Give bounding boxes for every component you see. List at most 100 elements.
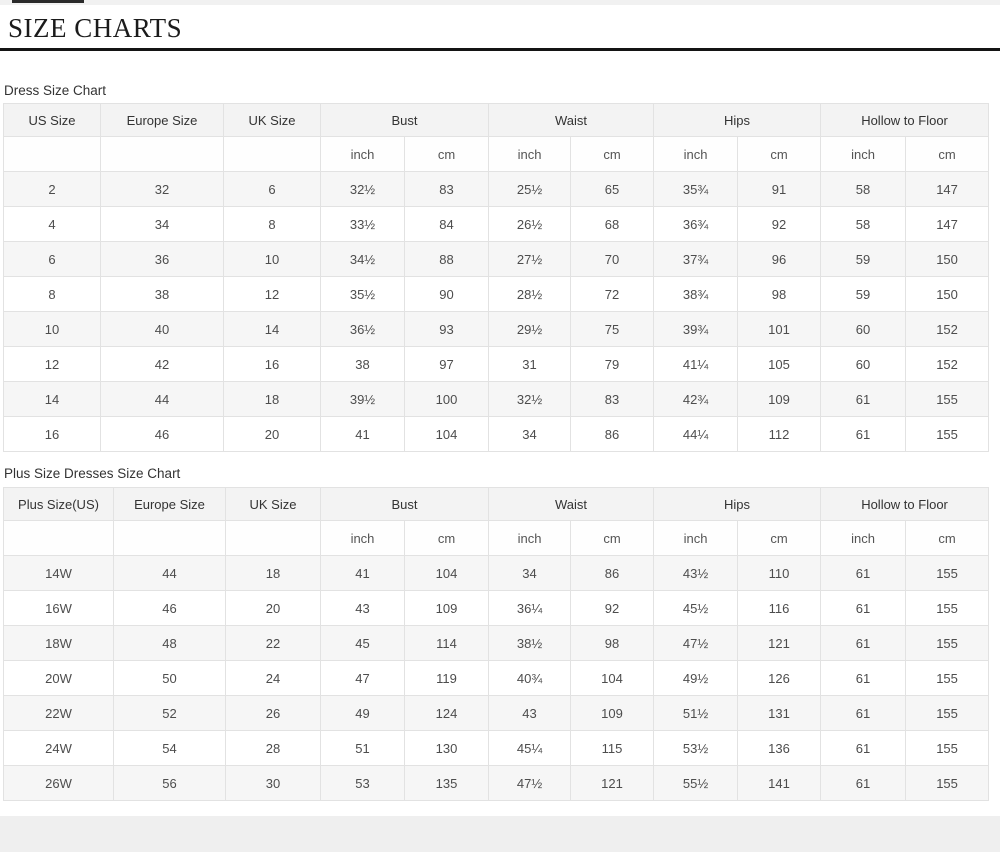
unit-header: inch	[320, 136, 405, 172]
table-cell: 98	[737, 276, 822, 312]
table-cell: 60	[820, 311, 907, 347]
unit-header: inch	[653, 520, 739, 556]
table-cell: 100	[403, 381, 490, 417]
table-cell: 38½	[488, 625, 572, 661]
table-cell: 36¼	[488, 590, 572, 626]
table-cell: 61	[820, 765, 907, 801]
table-cell: 10	[3, 311, 101, 347]
empty-header-cell	[100, 136, 224, 172]
unit-header: inch	[320, 520, 405, 556]
table-cell: 36	[100, 241, 224, 277]
table-cell: 121	[570, 765, 655, 801]
unit-header: cm	[570, 136, 655, 172]
table-cell: 61	[820, 416, 907, 452]
table-cell: 56	[113, 765, 226, 801]
table-cell: 98	[570, 625, 655, 661]
table-cell: 86	[570, 555, 655, 591]
table-cell: 60	[820, 346, 907, 382]
table-cell: 101	[737, 311, 822, 347]
header-row: US Size Europe Size UK Size Bust Waist Hips Ho…	[3, 103, 990, 137]
table-cell: 16	[223, 346, 321, 382]
unit-header: cm	[905, 520, 990, 556]
table-cell: 155	[905, 695, 990, 731]
table-cell: 51	[320, 730, 405, 766]
bottom-background-bar	[0, 816, 1000, 852]
plus-size-chart-table: Plus Size(US) Europe Size UK Size Bust Waist…	[3, 487, 990, 801]
table-cell: 59	[820, 276, 907, 312]
table-cell: 44¼	[653, 416, 739, 452]
table-cell: 150	[905, 276, 990, 312]
table-cell: 124	[403, 695, 490, 731]
column-header: Europe Size	[113, 487, 226, 521]
unit-header: inch	[488, 136, 572, 172]
table-cell: 147	[905, 171, 990, 207]
table-cell: 18	[223, 381, 321, 417]
table-cell: 90	[403, 276, 490, 312]
table-cell: 37¾	[653, 241, 739, 277]
column-header: Plus Size(US)	[3, 487, 114, 521]
table-cell: 83	[570, 381, 655, 417]
table-cell: 61	[820, 625, 907, 661]
table-cell: 43	[320, 590, 405, 626]
table-cell: 93	[403, 311, 490, 347]
table-row: 12 42 16 38 97 31 79 41¼ 105 60 152	[3, 346, 990, 382]
table-cell: 72	[570, 276, 655, 312]
unit-header: inch	[820, 136, 907, 172]
table-cell: 27½	[488, 241, 572, 277]
table-cell: 6	[3, 241, 101, 277]
table-cell: 34	[488, 416, 572, 452]
empty-header-cell	[113, 520, 226, 556]
table-cell: 155	[905, 765, 990, 801]
empty-header-cell	[3, 520, 114, 556]
table-cell: 61	[820, 381, 907, 417]
table-cell: 86	[570, 416, 655, 452]
table-cell: 42¾	[653, 381, 739, 417]
unit-header: cm	[737, 136, 822, 172]
table-cell: 104	[403, 555, 490, 591]
table-row: 16W 46 20 43 109 36¼ 92 45½ 116 61 155	[3, 590, 990, 626]
table-cell: 8	[3, 276, 101, 312]
table-cell: 38	[320, 346, 405, 382]
table-cell: 155	[905, 625, 990, 661]
column-header-group: Bust	[319, 103, 490, 137]
table-cell: 152	[905, 346, 990, 382]
table-row: 10 40 14 36½ 93 29½ 75 39¾ 101 60 152	[3, 311, 990, 347]
table-row: 22W 52 26 49 124 43 109 51½ 131 61 155	[3, 695, 990, 731]
column-header-group: Bust	[319, 487, 490, 521]
table-cell: 28½	[488, 276, 572, 312]
table-cell: 20	[225, 590, 321, 626]
dress-size-chart-label: Dress Size Chart	[4, 83, 107, 98]
table-cell: 61	[820, 695, 907, 731]
table-cell: 16W	[3, 590, 114, 626]
header-row: Plus Size(US) Europe Size UK Size Bust Waist…	[3, 487, 990, 521]
table-cell: 83	[403, 171, 490, 207]
table-cell: 39½	[320, 381, 405, 417]
top-edge-strip	[0, 0, 1000, 5]
column-header: US Size	[3, 103, 101, 137]
table-cell: 52	[113, 695, 226, 731]
unit-header: cm	[570, 520, 655, 556]
table-cell: 41	[320, 416, 405, 452]
table-cell: 116	[737, 590, 822, 626]
table-cell: 155	[905, 660, 990, 696]
table-cell: 36½	[320, 311, 405, 347]
table-cell: 70	[570, 241, 655, 277]
table-body: 14W 44 18 41 104 34 86 43½ 110 61 155 16W 46 20 43 109 3…	[3, 555, 990, 801]
table-cell: 84	[403, 206, 490, 242]
table-cell: 104	[570, 660, 655, 696]
table-row: 14 44 18 39½ 100 32½ 83 42¾ 109 61 155	[3, 381, 990, 417]
table-cell: 22	[225, 625, 321, 661]
title-divider	[0, 48, 1000, 51]
table-cell: 109	[403, 590, 490, 626]
column-header-group: Hollow to Floor	[820, 103, 990, 137]
table-cell: 150	[905, 241, 990, 277]
unit-header: inch	[488, 520, 572, 556]
table-cell: 53½	[653, 730, 739, 766]
table-cell: 36¾	[653, 206, 739, 242]
table-cell: 49	[320, 695, 405, 731]
dress-size-chart-table: US Size Europe Size UK Size Bust Waist Hips Ho…	[3, 103, 990, 452]
table-cell: 105	[737, 346, 822, 382]
table-row: 26W 56 30 53 135 47½ 121 55½ 141 61 155	[3, 765, 990, 801]
table-cell: 28	[225, 730, 321, 766]
table-cell: 131	[737, 695, 822, 731]
